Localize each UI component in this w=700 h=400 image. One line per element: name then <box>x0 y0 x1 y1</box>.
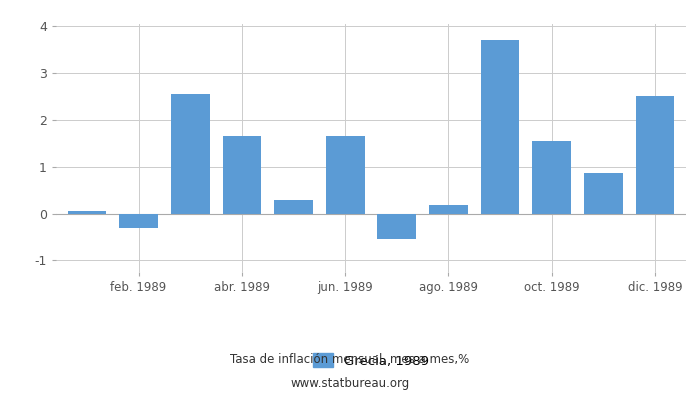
Bar <box>119 214 158 228</box>
Bar <box>429 205 468 214</box>
Bar <box>377 214 416 239</box>
Bar <box>584 173 623 214</box>
Bar <box>326 136 365 214</box>
Text: Tasa de inflación mensual, mes a mes,%: Tasa de inflación mensual, mes a mes,% <box>230 354 470 366</box>
Bar <box>481 40 519 214</box>
Bar <box>223 136 261 214</box>
Bar <box>171 94 209 214</box>
Bar <box>68 211 106 214</box>
Bar <box>274 200 313 214</box>
Bar <box>636 96 674 214</box>
Legend: Grecia, 1989: Grecia, 1989 <box>308 348 434 373</box>
Text: www.statbureau.org: www.statbureau.org <box>290 378 410 390</box>
Bar <box>533 141 571 214</box>
